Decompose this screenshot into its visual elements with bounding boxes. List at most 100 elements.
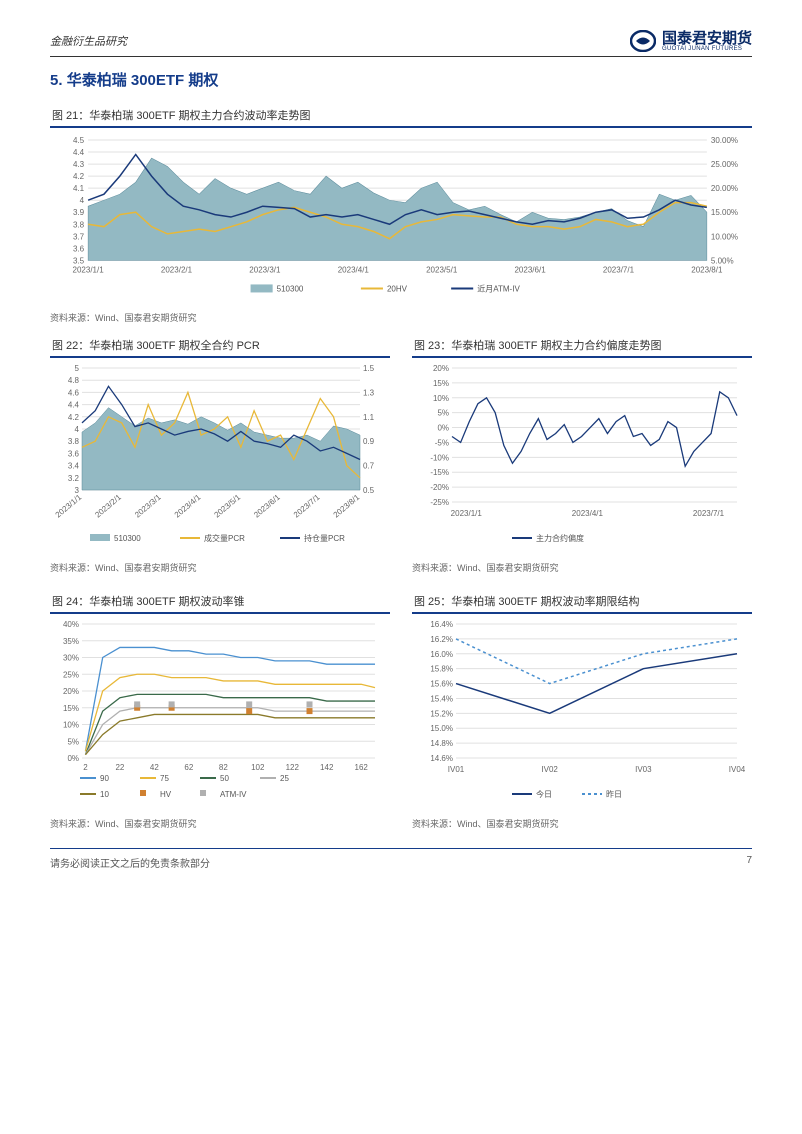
- svg-text:90: 90: [100, 774, 109, 783]
- svg-text:4.1: 4.1: [73, 184, 85, 193]
- svg-text:2023/3/1: 2023/3/1: [133, 493, 163, 520]
- svg-text:2023/1/1: 2023/1/1: [54, 493, 84, 520]
- svg-text:0.9: 0.9: [363, 438, 375, 447]
- svg-text:5%: 5%: [67, 738, 79, 747]
- svg-text:0%: 0%: [437, 424, 449, 433]
- svg-text:-5%: -5%: [435, 439, 449, 448]
- svg-text:35%: 35%: [63, 637, 79, 646]
- svg-text:2023/1/1: 2023/1/1: [73, 265, 105, 274]
- svg-text:25%: 25%: [63, 671, 79, 680]
- fig24-source: 资料来源：Wind、国泰君安期货研究: [50, 817, 390, 830]
- svg-text:4: 4: [75, 425, 80, 434]
- svg-text:4: 4: [80, 196, 85, 205]
- svg-text:-25%: -25%: [430, 498, 449, 507]
- svg-text:82: 82: [219, 763, 228, 772]
- svg-text:2023/6/1: 2023/6/1: [252, 493, 282, 520]
- svg-text:0.7: 0.7: [363, 462, 375, 471]
- svg-text:2023/1/1: 2023/1/1: [451, 509, 483, 518]
- svg-text:25.00%: 25.00%: [711, 160, 738, 169]
- fig25-chart: 14.6%14.8%15.0%15.2%15.4%15.6%15.8%16.0%…: [412, 618, 752, 808]
- svg-text:62: 62: [184, 763, 193, 772]
- svg-text:IV02: IV02: [541, 765, 558, 774]
- header-category: 金融衍生品研究: [50, 33, 127, 49]
- svg-text:持仓量PCR: 持仓量PCR: [304, 533, 345, 543]
- svg-text:10%: 10%: [63, 721, 79, 730]
- svg-text:5: 5: [75, 364, 80, 373]
- svg-text:4.8: 4.8: [68, 377, 80, 386]
- svg-text:15.8%: 15.8%: [430, 665, 453, 674]
- svg-text:15.2%: 15.2%: [430, 710, 453, 719]
- svg-text:15.4%: 15.4%: [430, 695, 453, 704]
- footer-disclaimer: 请务必阅读正文之后的免责条款部分: [50, 855, 210, 870]
- svg-text:2023/7/1: 2023/7/1: [292, 493, 322, 520]
- svg-text:IV01: IV01: [448, 765, 465, 774]
- svg-text:-10%: -10%: [430, 454, 449, 463]
- svg-text:4.3: 4.3: [73, 160, 85, 169]
- fig23-chart: -25% -20% -15% -10% -5% 0% 5% 10% 15% 20% 2023/1/1…: [412, 362, 752, 552]
- svg-text:75: 75: [160, 774, 169, 783]
- svg-text:3.8: 3.8: [68, 438, 80, 447]
- fig22-source: 资料来源：Wind、国泰君安期货研究: [50, 561, 390, 574]
- svg-text:5.00%: 5.00%: [711, 256, 734, 265]
- svg-text:2023/7/1: 2023/7/1: [603, 265, 635, 274]
- svg-text:2023/8/1: 2023/8/1: [691, 265, 723, 274]
- svg-text:16.2%: 16.2%: [430, 635, 453, 644]
- svg-text:16.4%: 16.4%: [430, 620, 453, 629]
- fig23-source: 资料来源：Wind、国泰君安期货研究: [412, 561, 752, 574]
- svg-text:15.00%: 15.00%: [711, 208, 738, 217]
- svg-text:20.00%: 20.00%: [711, 184, 738, 193]
- svg-text:15%: 15%: [63, 704, 79, 713]
- svg-text:-15%: -15%: [430, 469, 449, 478]
- svg-text:0.5: 0.5: [363, 486, 375, 495]
- svg-text:15.6%: 15.6%: [430, 680, 453, 689]
- fig21-caption: 图 21：华泰柏瑞 300ETF 期权主力合约波动率走势图: [50, 104, 752, 128]
- svg-text:今日: 今日: [536, 789, 552, 799]
- fig21-source: 资料来源：Wind、国泰君安期货研究: [50, 311, 752, 324]
- svg-text:162: 162: [355, 763, 369, 772]
- svg-text:30%: 30%: [63, 654, 79, 663]
- svg-text:10.00%: 10.00%: [711, 232, 738, 241]
- svg-text:3.9: 3.9: [73, 208, 85, 217]
- svg-text:20%: 20%: [433, 364, 449, 373]
- svg-text:成交量PCR: 成交量PCR: [204, 533, 245, 543]
- svg-text:25: 25: [280, 774, 289, 783]
- svg-text:14.8%: 14.8%: [430, 740, 453, 749]
- svg-text:2: 2: [83, 763, 88, 772]
- svg-text:4.6: 4.6: [68, 389, 80, 398]
- fig24-chart: 0%5%10%15%20%25%30%35%40%222426282102122…: [50, 618, 390, 808]
- svg-text:142: 142: [320, 763, 334, 772]
- svg-text:近月ATM-IV: 近月ATM-IV: [477, 283, 520, 293]
- svg-text:2023/5/1: 2023/5/1: [213, 493, 243, 520]
- svg-text:-20%: -20%: [430, 484, 449, 493]
- svg-text:10: 10: [100, 790, 109, 799]
- svg-text:50: 50: [220, 774, 229, 783]
- svg-text:4.4: 4.4: [68, 401, 80, 410]
- svg-text:3.2: 3.2: [68, 474, 80, 483]
- svg-text:昨日: 昨日: [606, 789, 622, 799]
- svg-text:510300: 510300: [114, 534, 141, 543]
- svg-text:2023/5/1: 2023/5/1: [426, 265, 458, 274]
- svg-text:2023/2/1: 2023/2/1: [161, 265, 193, 274]
- svg-text:HV: HV: [160, 790, 172, 799]
- svg-text:4.2: 4.2: [68, 413, 80, 422]
- svg-text:3.5: 3.5: [73, 256, 85, 265]
- svg-text:2023/8/1: 2023/8/1: [332, 493, 362, 520]
- svg-text:22: 22: [115, 763, 124, 772]
- svg-text:15.0%: 15.0%: [430, 725, 453, 734]
- svg-text:14.6%: 14.6%: [430, 754, 453, 763]
- fig22-chart: 33.23.43.63.844.24.44.64.850.50.70.91.11…: [50, 362, 390, 552]
- svg-text:3.6: 3.6: [73, 244, 85, 253]
- svg-text:2023/2/1: 2023/2/1: [93, 493, 123, 520]
- footer-page: 7: [746, 855, 752, 870]
- svg-text:15%: 15%: [433, 379, 449, 388]
- svg-text:10%: 10%: [433, 394, 449, 403]
- svg-text:510300: 510300: [277, 284, 304, 293]
- svg-text:5%: 5%: [437, 409, 449, 418]
- fig23-caption: 图 23：华泰柏瑞 300ETF 期权主力合约偏度走势图: [412, 334, 752, 358]
- fig22-caption: 图 22：华泰柏瑞 300ETF 期权全合约 PCR: [50, 334, 390, 358]
- svg-text:42: 42: [150, 763, 159, 772]
- svg-text:ATM-IV: ATM-IV: [220, 790, 247, 799]
- svg-text:122: 122: [286, 763, 300, 772]
- svg-text:2023/4/1: 2023/4/1: [338, 265, 370, 274]
- logo-en: GUOTAI JUNAN FUTURES: [662, 46, 752, 52]
